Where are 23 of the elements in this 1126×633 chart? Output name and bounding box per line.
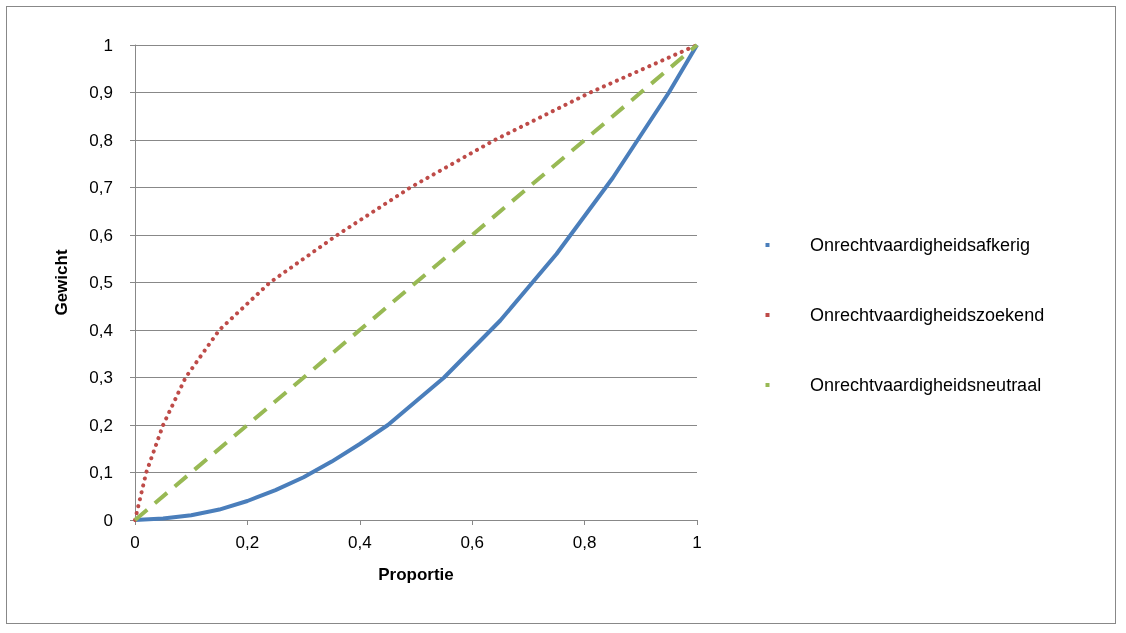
y-tick-label: 0,5 <box>89 273 113 292</box>
line-series <box>133 43 699 522</box>
y-tick-label: 1 <box>103 35 113 55</box>
y-tick-label: 0,2 <box>89 415 113 435</box>
legend-label: Onrechtvaardigheidszoekend <box>810 305 1045 325</box>
y-tick-label: 0,6 <box>89 225 113 245</box>
x-tick-label: 0,4 <box>347 533 372 552</box>
x-axis-title: Proportie <box>378 565 454 584</box>
x-tick-label: 1 <box>692 533 702 552</box>
y-tick-label: 0,7 <box>89 178 113 197</box>
x-tick-label: 0 <box>130 533 140 552</box>
y-axis-title: Gewicht <box>52 249 71 316</box>
y-tick-label: 0,1 <box>89 463 113 482</box>
legend-label: Onrechtvaardigheidsafkerig <box>810 235 1031 255</box>
y-tick-label: 0,3 <box>89 368 113 387</box>
y-tick-label: 0 <box>103 510 113 530</box>
x-tick-label: 0,8 <box>572 533 597 552</box>
y-tick-label: 0,4 <box>89 320 113 340</box>
y-tick-label: 0,8 <box>89 130 113 150</box>
legend-label: Onrechtvaardigheidsneutraal <box>810 375 1042 395</box>
x-tick-label: 0,6 <box>460 533 485 552</box>
x-tick-label: 0,2 <box>235 533 260 552</box>
y-tick-label: 0,9 <box>89 83 113 102</box>
